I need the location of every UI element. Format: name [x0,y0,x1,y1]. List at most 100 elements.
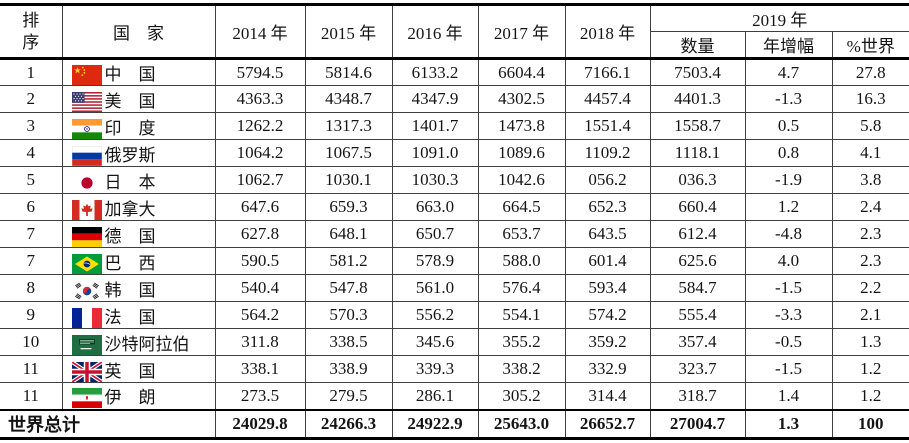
value-cell: 273.5 [214,382,306,410]
country-cell: 法 国 [61,301,216,329]
header-2019-world-share: %世界 [831,31,909,60]
country-row: 11 英 国 338.1 338.9 339.3 338.2 332.9 323… [0,355,909,383]
value-cell: 625.6 [649,247,746,275]
value-cell: 1064.2 [214,139,306,167]
table-body: 1 中 国 5794.5 5814.6 6133.2 6604.4 7166.1… [0,58,909,410]
value-cell: 578.9 [391,247,479,275]
value-cell: 279.5 [304,382,393,410]
value-cell: 1401.7 [391,112,479,140]
value-cell: 1042.6 [477,166,566,194]
value-cell: 659.3 [304,193,393,221]
country-row: 4 俄罗斯 1064.2 1067.5 1091.0 1089.6 1109.2… [0,139,909,167]
flag-france-icon [71,307,102,328]
value-cell: 1317.3 [304,112,393,140]
value-cell: 663.0 [391,193,479,221]
country-row: 5 日 本 1062.7 1030.1 1030.3 1042.6 056.2 … [0,166,909,194]
header-year-2015: 2015 年 [304,4,393,60]
value-cell: 305.2 [477,382,566,410]
flag-russia-icon [71,145,102,166]
value-cell: 3.8 [831,166,909,194]
header-year-2016: 2016 年 [391,4,479,60]
country-cell: 俄罗斯 [61,139,216,167]
value-cell: 5794.5 [214,58,306,86]
value-cell: 1.2 [831,355,909,383]
country-name: 英 国 [104,361,156,381]
flag-canada-icon [71,199,102,220]
value-cell: 1473.8 [477,112,566,140]
country-name: 伊 朗 [104,388,156,408]
country-row: 3 印 度 1262.2 1317.3 1401.7 1473.8 1551.4… [0,112,909,140]
value-cell: 593.4 [564,274,651,302]
value-cell: 1.2 [744,193,833,221]
value-cell: 576.4 [477,274,566,302]
value-cell: 6604.4 [477,58,566,86]
value-cell: 4.0 [744,247,833,275]
value-cell: 4348.7 [304,85,393,113]
value-cell: 4363.3 [214,85,306,113]
country-name: 美 国 [104,91,156,111]
table-header: 排 序 国 家 2014 年 2015 年 2016 年 2017 年 2018… [0,4,909,60]
rank-cell: 7 [0,220,63,248]
value-cell: 1262.2 [214,112,306,140]
value-cell: 612.4 [649,220,746,248]
value-cell: 4457.4 [564,85,651,113]
value-cell: 1109.2 [564,139,651,167]
header-year-2018: 2018 年 [564,4,651,60]
value-cell: 0.5 [744,112,833,140]
rank-cell: 9 [0,301,63,329]
country-cell: 英 国 [61,355,216,383]
rank-cell: 4 [0,139,63,167]
rank-cell: 11 [0,355,63,383]
rank-cell: 1 [0,58,63,86]
total-label: 世界总计 [0,408,216,439]
value-cell: 2.3 [831,220,909,248]
value-cell: 1.4 [744,382,833,410]
value-cell: 555.4 [649,301,746,329]
value-cell: 4347.9 [391,85,479,113]
country-row: 1 中 国 5794.5 5814.6 6133.2 6604.4 7166.1… [0,58,909,86]
value-cell: 601.4 [564,247,651,275]
value-cell: 1551.4 [564,112,651,140]
value-cell: 1089.6 [477,139,566,167]
value-cell: 1067.5 [304,139,393,167]
total-2015: 24266.3 [304,408,393,439]
value-cell: 1558.7 [649,112,746,140]
rank-cell: 5 [0,166,63,194]
value-cell: 564.2 [214,301,306,329]
country-name: 俄罗斯 [104,145,156,165]
country-cell: 日 本 [61,166,216,194]
value-cell: 650.7 [391,220,479,248]
header-country: 国 家 [61,4,216,60]
value-cell: 556.2 [391,301,479,329]
value-cell: 339.3 [391,355,479,383]
country-cell: 加拿大 [61,193,216,221]
value-cell: 4.7 [744,58,833,86]
header-row-main: 排 序 国 家 2014 年 2015 年 2016 年 2017 年 2018… [0,4,909,60]
value-cell: 561.0 [391,274,479,302]
country-name: 法 国 [104,307,156,327]
value-cell: 314.4 [564,382,651,410]
value-cell: -1.5 [744,274,833,302]
value-cell: 4302.5 [477,85,566,113]
country-name: 印 度 [104,118,156,138]
rank-cell: 3 [0,112,63,140]
value-cell: 338.5 [304,328,393,356]
value-cell: 581.2 [304,247,393,275]
value-cell: 652.3 [564,193,651,221]
total-2018: 26652.7 [564,408,651,439]
value-cell: 588.0 [477,247,566,275]
total-2019-growth: 1.3 [744,408,833,439]
value-cell: 286.1 [391,382,479,410]
country-cell: 伊 朗 [61,382,216,410]
country-cell: 中 国 [61,58,216,86]
value-cell: 1030.3 [391,166,479,194]
header-2019-growth: 年增幅 [744,31,833,60]
value-cell: 323.7 [649,355,746,383]
total-2019-world-share: 100 [831,408,909,439]
country-name: 加拿大 [104,199,156,219]
rank-cell: 6 [0,193,63,221]
header-rank: 排 序 [0,4,63,60]
total-2014: 24029.8 [214,408,306,439]
value-cell: 27.8 [831,58,909,86]
